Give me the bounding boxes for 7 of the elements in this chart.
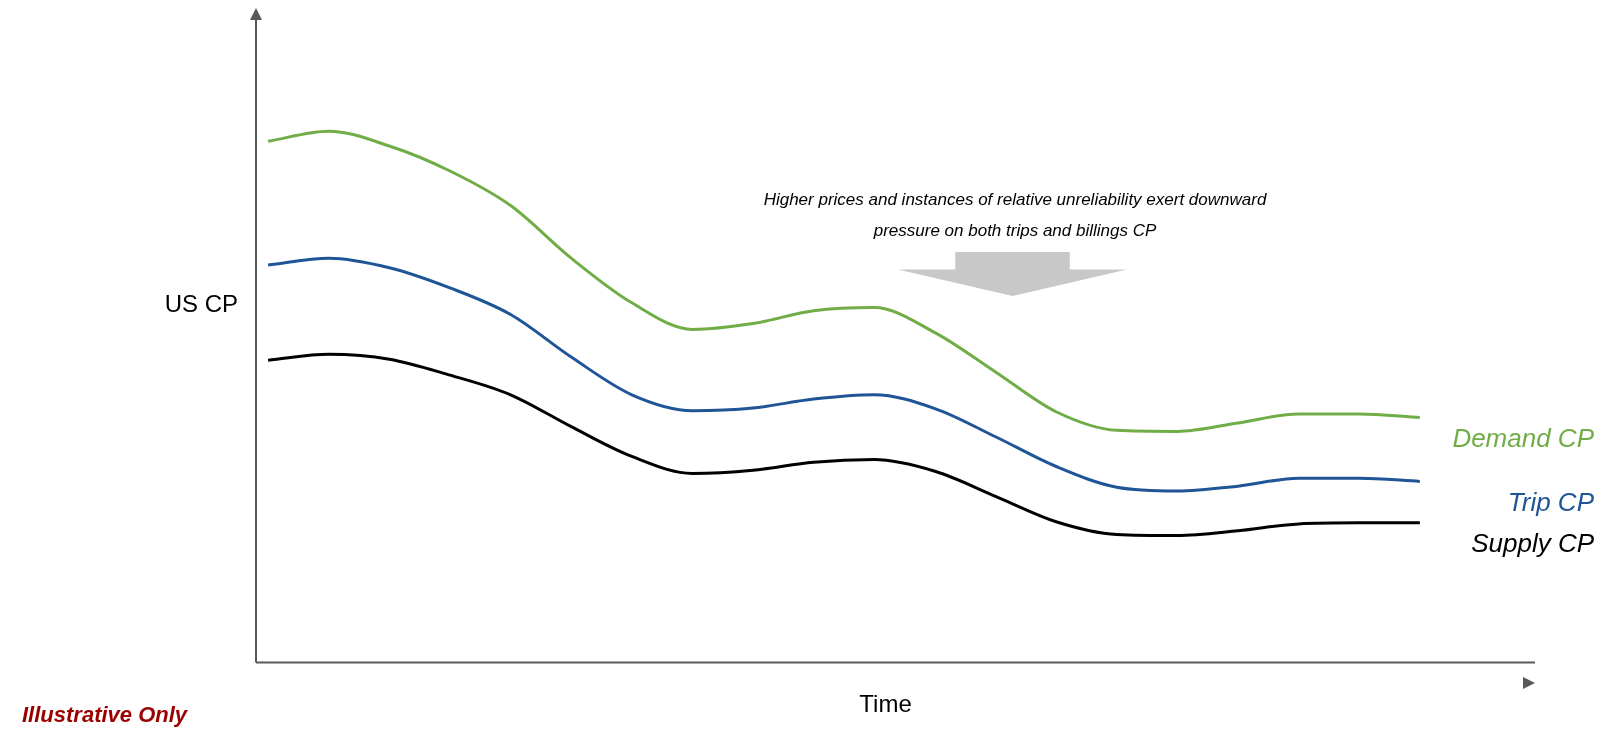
x-axis-title: Time: [859, 689, 912, 717]
annotation: Higher prices and instances of relative unreliability exert downward pressure on both trips and billings CP: [763, 189, 1267, 240]
y-axis-title: US CP: [164, 289, 238, 317]
text: Illustrative Only: [22, 702, 189, 728]
text: Trip CP: [1507, 486, 1595, 517]
series-label: Demand CP: [1452, 422, 1595, 453]
series-label: Supply CP: [1471, 528, 1595, 559]
